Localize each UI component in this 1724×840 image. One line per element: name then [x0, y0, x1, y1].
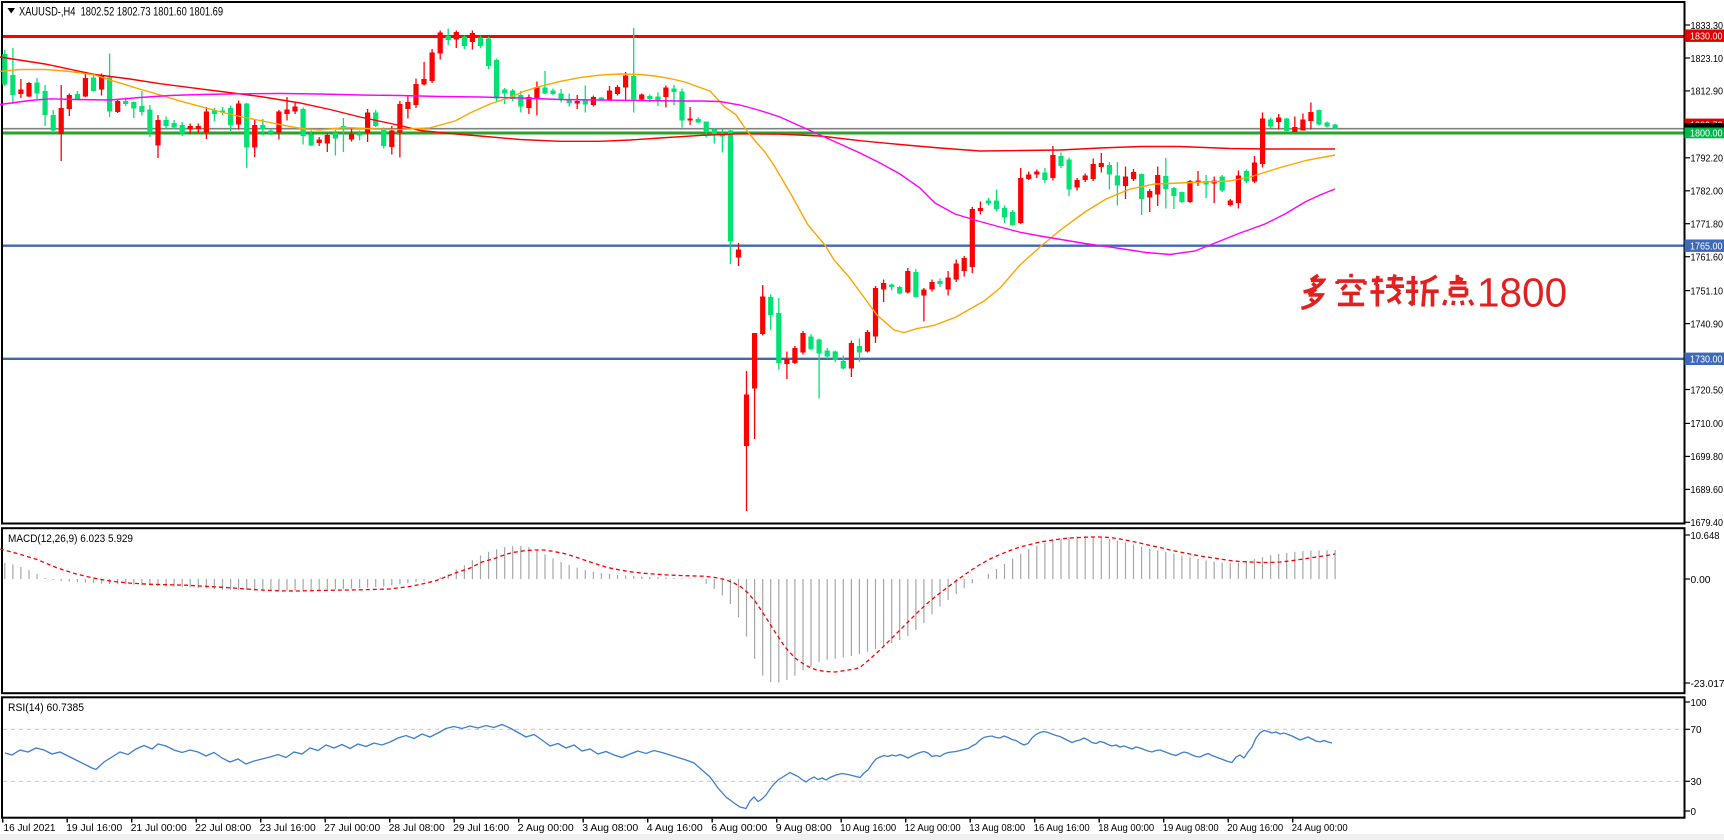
svg-text:1689.60: 1689.60 — [1691, 484, 1724, 496]
svg-text:28 Jul 08:00: 28 Jul 08:00 — [389, 822, 445, 834]
svg-text:16 Jul 2021: 16 Jul 2021 — [4, 822, 56, 834]
svg-text:18 Aug 00:00: 18 Aug 00:00 — [1098, 822, 1154, 834]
svg-text:29 Jul 16:00: 29 Jul 16:00 — [453, 822, 509, 834]
svg-text:19 Jul 16:00: 19 Jul 16:00 — [66, 822, 122, 834]
svg-text:MACD(12,26,9) 6.023 5.929: MACD(12,26,9) 6.023 5.929 — [8, 533, 133, 545]
svg-text:1710.00: 1710.00 — [1691, 418, 1724, 430]
svg-text:22 Jul 08:00: 22 Jul 08:00 — [195, 822, 251, 834]
svg-text:23 Jul 16:00: 23 Jul 16:00 — [260, 822, 316, 834]
svg-text:24 Aug 00:00: 24 Aug 00:00 — [1292, 822, 1348, 834]
svg-text:9 Aug 08:00: 9 Aug 08:00 — [776, 822, 832, 834]
svg-text:6 Aug 00:00: 6 Aug 00:00 — [711, 822, 767, 834]
svg-text:1730.00: 1730.00 — [1690, 355, 1723, 366]
svg-text:13 Aug 08:00: 13 Aug 08:00 — [969, 822, 1025, 834]
svg-text:-23.017: -23.017 — [1691, 678, 1724, 690]
svg-text:XAUUSD-,H4 1802.52 1802.73 18: XAUUSD-,H4 1802.52 1802.73 1801.60 1801.… — [19, 7, 223, 19]
svg-text:1800: 1800 — [1477, 270, 1567, 316]
svg-text:10.648: 10.648 — [1691, 530, 1720, 542]
svg-text:0.00: 0.00 — [1691, 574, 1711, 586]
svg-text:3 Aug 08:00: 3 Aug 08:00 — [582, 822, 638, 834]
svg-text:1751.10: 1751.10 — [1691, 285, 1724, 297]
svg-text:19 Aug 08:00: 19 Aug 08:00 — [1163, 822, 1219, 834]
svg-text:1761.60: 1761.60 — [1691, 252, 1724, 264]
svg-text:1830.00: 1830.00 — [1690, 32, 1723, 43]
svg-text:16 Aug 16:00: 16 Aug 16:00 — [1034, 822, 1090, 834]
svg-text:1792.20: 1792.20 — [1691, 153, 1724, 165]
svg-text:1800.00: 1800.00 — [1690, 129, 1723, 140]
svg-text:2 Aug 00:00: 2 Aug 00:00 — [518, 822, 574, 834]
svg-text:100: 100 — [1691, 697, 1707, 709]
svg-text:30: 30 — [1691, 776, 1702, 788]
svg-text:1823.10: 1823.10 — [1691, 53, 1724, 65]
svg-text:1833.30: 1833.30 — [1691, 20, 1724, 32]
svg-text:1679.40: 1679.40 — [1691, 517, 1724, 529]
svg-text:1740.90: 1740.90 — [1691, 318, 1724, 330]
svg-text:1782.00: 1782.00 — [1691, 186, 1724, 198]
svg-text:10 Aug 16:00: 10 Aug 16:00 — [840, 822, 896, 834]
svg-text:27 Jul 00:00: 27 Jul 00:00 — [324, 822, 380, 834]
svg-text:21 Jul 00:00: 21 Jul 00:00 — [131, 822, 187, 834]
svg-text:1812.90: 1812.90 — [1691, 86, 1724, 98]
svg-text:1765.00: 1765.00 — [1690, 242, 1723, 253]
svg-text:0: 0 — [1691, 806, 1697, 818]
svg-text:1802.73: 1802.73 — [1690, 121, 1723, 132]
svg-text:1771.80: 1771.80 — [1691, 219, 1724, 231]
svg-text:RSI(14) 60.7385: RSI(14) 60.7385 — [8, 702, 84, 714]
svg-text:12 Aug 00:00: 12 Aug 00:00 — [905, 822, 961, 834]
svg-text:20 Aug 16:00: 20 Aug 16:00 — [1227, 822, 1283, 834]
svg-text:1720.50: 1720.50 — [1691, 384, 1724, 396]
svg-text:4 Aug 16:00: 4 Aug 16:00 — [647, 822, 703, 834]
svg-text:1699.80: 1699.80 — [1691, 451, 1724, 463]
svg-text:70: 70 — [1691, 724, 1702, 736]
